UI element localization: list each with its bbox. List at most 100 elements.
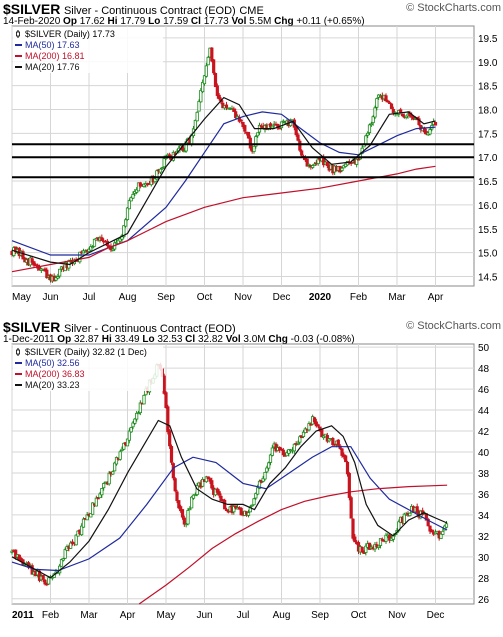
candle-body [43,579,47,585]
candle-body [210,480,214,489]
candle-body [41,574,45,580]
candle-body [59,559,64,567]
candle-body [124,219,128,227]
candle-body [127,200,131,210]
candle-body [204,476,208,483]
candle-body [186,510,190,525]
candle-body [296,134,300,141]
candle-body [355,158,359,165]
symbol: $SILVER [3,1,61,17]
x-tick-label: Mar [388,292,406,303]
x-tick-label: Oct [197,292,213,303]
candle-body [362,551,366,554]
legend-candle-marker [16,348,20,356]
candle-body [267,462,271,469]
quote-stats: Op 17.62 Hi 17.79 Lo 17.59 Cl 17.73 Vol … [63,16,365,27]
stat-label: Vol [228,16,250,27]
y-tick-label: 42 [478,427,490,438]
candle-body [133,418,137,424]
y-tick-label: 19.5 [478,34,498,45]
y-tick-label: 16.0 [478,201,498,212]
x-tick-label: Mar [80,610,98,621]
candle-body [411,116,416,120]
quote-date: 14-Feb-2020 [3,16,61,27]
quote-date: 1-Dec-2011 [3,334,55,345]
candle-body [215,85,219,96]
candle-body [389,103,394,109]
candle-body [173,478,177,492]
candle-body [252,498,256,506]
candle-body [384,534,388,542]
stat-label: Lo [145,16,164,27]
legend-bg [13,27,163,73]
symbol: $SILVER [3,319,61,335]
candle-body [353,536,357,543]
y-tick-label: 15.5 [478,225,498,236]
candle-body [366,132,370,136]
x-tick-label: Aug [119,292,137,303]
stat-label: Lo [139,334,158,345]
candle-body [190,496,194,509]
candle-body [122,225,126,238]
candle-body [292,443,296,452]
candle-body [138,182,142,187]
stat-label: Cl [182,334,198,345]
candle-body [215,488,219,493]
candle-body [21,251,25,260]
y-tick-label: 44 [478,406,490,417]
stat-value: 33.49 [114,334,140,345]
candle-body [131,422,135,428]
x-tick-label: Dec [273,292,291,303]
stat-label: Vol [223,334,244,345]
y-tick-label: 18.0 [478,105,498,116]
candle-body [224,104,229,108]
x-tick-label: May [12,292,31,303]
candle-body [254,136,258,147]
stat-value: 32.53 [157,334,183,345]
candle-body [193,494,197,497]
candle-body [234,111,238,119]
candle-body [336,439,340,446]
candle-body [118,451,122,460]
legend-entry: $SILVER (Daily) 17.73 [25,29,115,39]
candle-body [122,442,126,450]
y-tick-label: 26 [478,595,490,606]
stat-value: 17.79 [120,16,146,27]
x-tick-label: Oct [351,610,367,621]
ma20-line [11,419,448,579]
candle-body [91,502,95,515]
candle-body [345,461,350,475]
candle-body [210,47,214,62]
candle-body [347,473,351,498]
candle-body [32,261,36,266]
candle-body [204,65,208,77]
candle-body [312,163,317,167]
quote-stats: Op 32.87 Hi 33.49 Lo 32.53 Cl 32.82 Vol … [57,334,354,345]
stockcharts-brand: © StockCharts.com [406,320,501,332]
candle-body [388,102,392,105]
candle-body [61,558,65,561]
candle-body [131,193,135,199]
x-tick-label: Dec [427,610,445,621]
candle-body [369,123,373,126]
candle-body [309,423,313,426]
candle-body [223,499,227,510]
y-tick-label: 38 [478,469,490,480]
y-tick-label: 16.5 [478,177,498,188]
x-tick-label: Apr [120,610,136,621]
x-tick-label: Jun [42,292,58,303]
candle-body [314,421,318,427]
silver-2011-chart-panel: $SILVER Silver - Continuous Contract (EO… [0,318,503,637]
y-tick-label: 15.0 [478,249,498,260]
candle-body [136,412,141,415]
y-tick-label: 32 [478,532,490,543]
candle-body [305,158,309,167]
y-tick-label: 14.5 [478,272,498,283]
candle-body [384,95,388,102]
candle-body [164,392,168,408]
candle-body [94,497,98,507]
candle-body [270,125,274,129]
candle-body [281,449,285,456]
candle-body [98,493,102,499]
candle-body [96,497,100,500]
